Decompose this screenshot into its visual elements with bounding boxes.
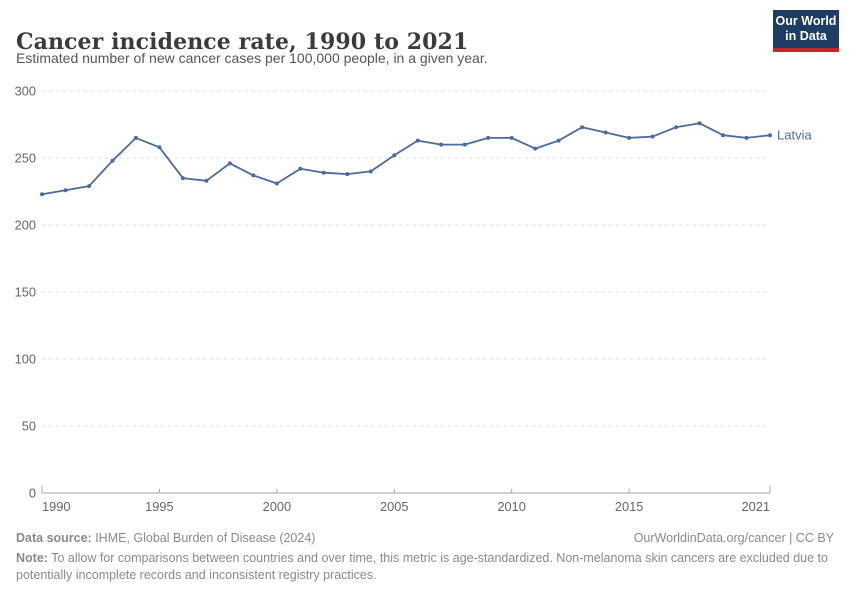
chart-footer: Data source: IHME, Global Burden of Dise… (16, 531, 834, 584)
data-point[interactable] (133, 135, 138, 140)
attribution-link[interactable]: OurWorldinData.org/cancer | CC BY (633, 531, 834, 545)
data-point[interactable] (298, 166, 303, 171)
data-point[interactable] (603, 130, 608, 135)
data-point[interactable] (368, 169, 373, 174)
footnote: Note: To allow for comparisons between c… (16, 550, 834, 584)
data-source-text: IHME, Global Burden of Disease (2024) (91, 531, 316, 545)
y-tick-label: 300 (15, 84, 36, 99)
data-point[interactable] (63, 188, 68, 193)
series-line-latvia[interactable] (41, 122, 771, 196)
data-point[interactable] (580, 125, 585, 130)
y-tick-label: 0 (29, 486, 36, 501)
x-tick-label: 1995 (145, 499, 173, 514)
data-point[interactable] (204, 178, 209, 183)
data-point[interactable] (533, 146, 538, 151)
y-tick-label: 250 (15, 151, 36, 166)
data-point[interactable] (227, 161, 232, 166)
data-point[interactable] (415, 138, 420, 143)
x-tick-label: 1990 (42, 499, 70, 514)
data-point[interactable] (180, 176, 185, 181)
y-tick-label: 100 (15, 352, 36, 367)
data-point[interactable] (274, 181, 279, 186)
data-point[interactable] (627, 135, 632, 140)
data-source-label: Data source: (16, 531, 92, 545)
footnote-label: Note: (16, 551, 48, 565)
y-tick-label: 200 (15, 218, 36, 233)
data-point[interactable] (650, 134, 655, 139)
data-point[interactable] (157, 145, 162, 150)
data-point[interactable] (486, 135, 491, 140)
chart-subtitle: Estimated number of new cancer cases per… (16, 50, 488, 66)
data-point[interactable] (439, 142, 444, 147)
page-title: Cancer incidence rate, 1990 to 2021 (16, 28, 469, 55)
data-point[interactable] (110, 158, 115, 163)
data-point[interactable] (87, 184, 91, 189)
y-tick-label: 150 (15, 285, 36, 300)
data-point[interactable] (509, 135, 514, 140)
x-tick-label: 2000 (263, 499, 291, 514)
data-point[interactable] (321, 170, 326, 175)
data-point[interactable] (744, 135, 749, 140)
data-point[interactable] (40, 192, 44, 197)
x-tick-label: 2015 (615, 499, 643, 514)
data-point[interactable] (768, 133, 772, 138)
data-point[interactable] (674, 125, 679, 130)
owid-logo-line2: in Data (785, 29, 827, 43)
data-point[interactable] (556, 138, 561, 143)
entity-label[interactable]: Latvia (777, 128, 812, 143)
x-tick-label: 2005 (380, 499, 408, 514)
data-source: Data source: IHME, Global Burden of Dise… (16, 531, 315, 545)
line-chart[interactable]: 0 50 100 150 200 250 300 1990 1995 2000 2005 2010 20… (0, 78, 850, 523)
x-tick-label: 2010 (497, 499, 525, 514)
data-point[interactable] (462, 142, 467, 147)
data-point[interactable] (721, 133, 725, 138)
owid-logo-line1: Our World (775, 14, 837, 29)
owid-logo[interactable]: Our World in Data (773, 10, 839, 52)
x-tick-label: 2021 (742, 499, 770, 514)
data-point[interactable] (251, 173, 256, 178)
y-tick-label: 50 (22, 419, 36, 434)
footnote-text: To allow for comparisons between countri… (16, 551, 828, 582)
data-point[interactable] (345, 172, 350, 177)
data-point[interactable] (392, 153, 397, 158)
data-point[interactable] (697, 121, 702, 126)
